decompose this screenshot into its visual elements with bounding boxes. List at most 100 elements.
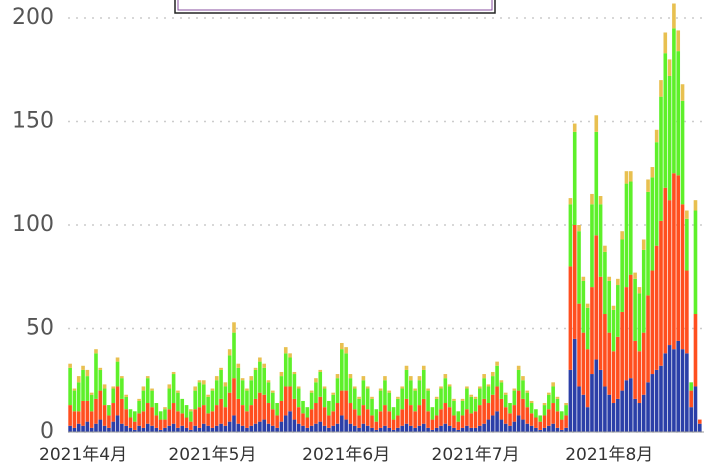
bar-segment bbox=[98, 369, 103, 391]
bar-segment bbox=[508, 403, 512, 414]
bar-segment bbox=[214, 405, 219, 426]
bar-segment bbox=[115, 415, 120, 432]
bar-segment bbox=[150, 390, 154, 408]
bar-segment bbox=[607, 280, 612, 333]
bar-segment bbox=[344, 390, 348, 420]
bar-segment bbox=[551, 423, 555, 432]
bar-segment bbox=[672, 28, 676, 174]
bar-segment bbox=[314, 378, 318, 383]
bar-segment bbox=[465, 386, 469, 389]
bar-segment bbox=[275, 427, 279, 432]
bar-segment bbox=[469, 394, 474, 397]
bar-segment bbox=[447, 425, 452, 432]
bar-segment bbox=[607, 394, 612, 432]
bar-segment bbox=[559, 419, 564, 430]
bar-segment bbox=[413, 411, 417, 428]
bar-segment bbox=[176, 392, 180, 412]
bar-segment bbox=[689, 382, 693, 391]
x-tick-label: 2021年8月 bbox=[565, 445, 653, 465]
bar-segment bbox=[590, 287, 594, 375]
bar-segment bbox=[383, 425, 387, 432]
bar-segment bbox=[611, 403, 616, 432]
bar-segment bbox=[193, 409, 197, 426]
y-tick-label: 50 bbox=[26, 316, 54, 341]
bar-segment bbox=[258, 357, 262, 362]
bar-segment bbox=[167, 384, 172, 389]
bar-segment bbox=[98, 419, 103, 432]
bar-segment bbox=[486, 384, 491, 387]
bar-segment bbox=[503, 394, 508, 408]
bar-segment bbox=[482, 423, 486, 432]
bar-segment bbox=[245, 390, 249, 412]
bar-segment bbox=[258, 361, 262, 393]
bar-segment bbox=[331, 411, 336, 426]
bar-segment bbox=[460, 398, 465, 401]
bar-segment bbox=[486, 419, 491, 432]
bar-segment bbox=[525, 423, 530, 432]
bar-segment bbox=[598, 204, 603, 277]
bar-segment bbox=[577, 231, 581, 304]
bar-segment bbox=[396, 427, 400, 432]
bar-segment bbox=[102, 405, 107, 426]
bar-segment bbox=[620, 311, 624, 391]
bar-segment bbox=[331, 394, 336, 412]
bar-segment bbox=[94, 349, 98, 354]
bar-segment bbox=[314, 423, 318, 432]
bar-segment bbox=[499, 419, 504, 432]
bar-segment bbox=[680, 349, 685, 432]
bar-segment bbox=[85, 421, 90, 432]
bar-segment bbox=[296, 386, 301, 389]
bar-segment bbox=[365, 409, 370, 426]
bar-segment bbox=[128, 417, 133, 428]
bar-segment bbox=[352, 386, 357, 389]
bar-segment bbox=[685, 210, 689, 219]
bar-segment bbox=[176, 427, 180, 432]
bar-segment bbox=[163, 409, 167, 420]
bar-segment bbox=[335, 378, 340, 404]
bar-segment bbox=[413, 388, 417, 391]
bar-segment bbox=[443, 374, 448, 379]
bar-segment bbox=[197, 427, 202, 432]
bar-segment bbox=[223, 386, 228, 408]
bar-segment bbox=[396, 398, 400, 416]
bar-segment bbox=[564, 415, 568, 428]
bar-segment bbox=[81, 365, 85, 370]
bar-segment bbox=[413, 390, 417, 412]
bar-segment bbox=[641, 249, 646, 333]
bar-segment bbox=[512, 388, 517, 391]
bar-segment bbox=[469, 413, 474, 428]
bar-segment bbox=[542, 415, 547, 428]
bar-segment bbox=[124, 396, 128, 410]
bar-segment bbox=[283, 353, 288, 387]
bar-segment bbox=[72, 427, 77, 432]
bar-segment bbox=[650, 177, 655, 271]
bar-segment bbox=[499, 380, 504, 383]
bar-segment bbox=[76, 411, 81, 424]
bar-segment bbox=[620, 239, 624, 312]
bar-segment bbox=[685, 218, 689, 271]
bar-segment bbox=[421, 369, 426, 399]
bar-segment bbox=[525, 390, 530, 393]
bar-segment bbox=[512, 405, 517, 422]
bar-segment bbox=[469, 396, 474, 414]
x-tick-label: 2021年4月 bbox=[39, 445, 127, 465]
bar-segment bbox=[202, 380, 206, 385]
bar-segment bbox=[81, 369, 85, 401]
bar-segment bbox=[646, 179, 650, 192]
bar-segment bbox=[628, 274, 633, 379]
bar-segment bbox=[624, 380, 629, 432]
bar-segment bbox=[102, 384, 107, 389]
bar-segment bbox=[107, 405, 111, 416]
bar-segment bbox=[633, 340, 637, 399]
bar-segment bbox=[365, 386, 370, 389]
bar-segment bbox=[163, 407, 167, 410]
bar-segment bbox=[616, 336, 620, 399]
bar-segment bbox=[439, 388, 443, 410]
bar-segment bbox=[102, 425, 107, 432]
bar-segment bbox=[547, 425, 551, 432]
bar-segment bbox=[512, 390, 517, 406]
bar-segment bbox=[301, 400, 305, 414]
bar-segment bbox=[452, 415, 456, 428]
bar-segment bbox=[288, 411, 292, 432]
bar-segment bbox=[98, 367, 103, 370]
